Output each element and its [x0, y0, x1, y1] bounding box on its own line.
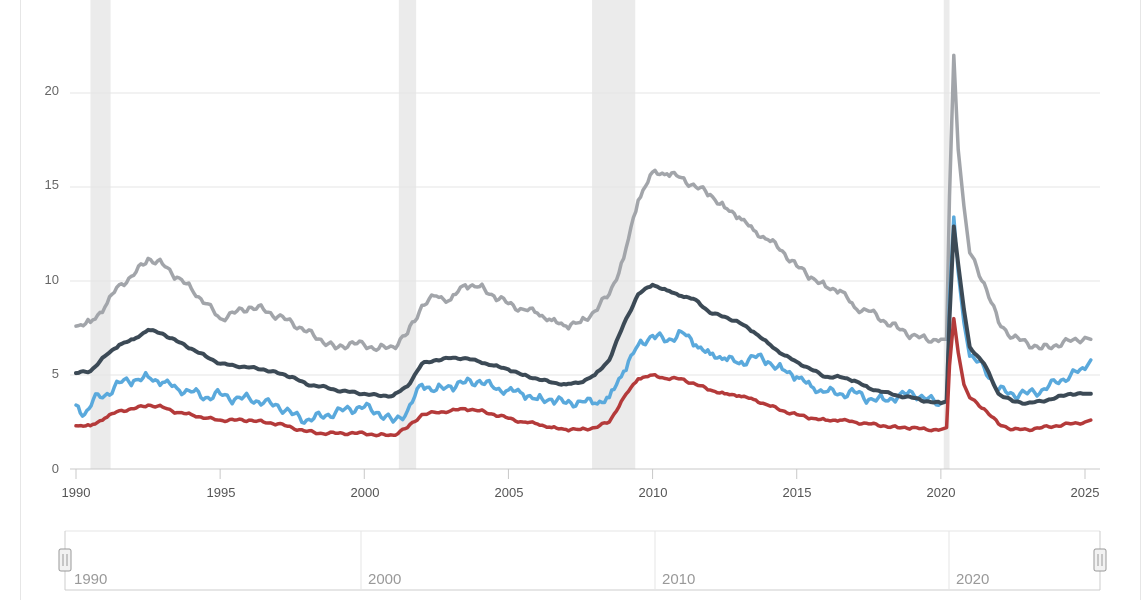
recession-band — [398, 0, 417, 469]
chart-frame — [20, 0, 1141, 600]
series-line-4 — [74, 316, 1093, 438]
navigator-label: 2010 — [662, 571, 695, 588]
series-line-2 — [74, 224, 1093, 406]
y-tick-label: 10 — [45, 272, 59, 287]
x-tick-label: 2000 — [351, 485, 380, 500]
series-line-1 — [74, 53, 1093, 353]
navigator-right-handle[interactable] — [1093, 548, 1107, 572]
navigator-label: 2020 — [956, 571, 989, 588]
navigator-label: 2000 — [368, 571, 401, 588]
x-tick-label: 2025 — [1071, 485, 1100, 500]
y-tick-label: 5 — [52, 366, 59, 381]
range-navigator[interactable]: 1990 2000 2010 2020 — [58, 530, 1107, 591]
navigator-label: 1990 — [74, 571, 107, 588]
y-tick-label: 0 — [52, 461, 59, 476]
recession-bands — [90, 0, 950, 469]
series-line-3 — [74, 215, 1093, 425]
y-axis-labels: 0 5 10 15 20 — [45, 83, 59, 476]
y-tick-label: 15 — [45, 177, 59, 192]
recession-band — [90, 0, 111, 469]
x-tick-label: 1995 — [207, 485, 236, 500]
grid-lines — [70, 92, 1100, 376]
x-tick-label: 2020 — [927, 485, 956, 500]
x-tick-label: 2010 — [639, 485, 668, 500]
x-tick-label: 1990 — [62, 485, 91, 500]
x-tick-label: 2005 — [495, 485, 524, 500]
x-tick-label: 2015 — [783, 485, 812, 500]
recession-band — [943, 0, 950, 469]
axes — [70, 468, 1100, 479]
y-tick-label: 20 — [45, 83, 59, 98]
navigator-left-handle[interactable] — [58, 548, 72, 572]
series-lines — [74, 53, 1093, 438]
x-axis-labels: 1990 1995 2000 2005 2010 2015 2020 2025 — [62, 485, 1100, 500]
